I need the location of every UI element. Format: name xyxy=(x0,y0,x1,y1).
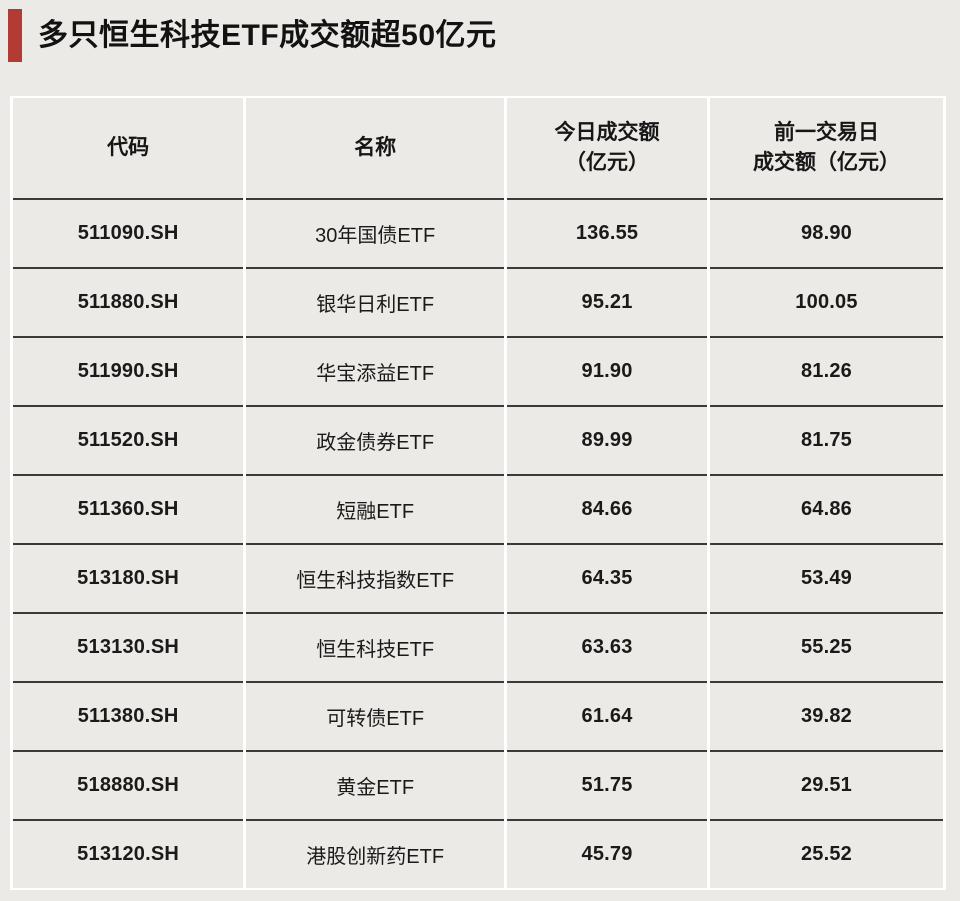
table-row: 511090.SH 30年国债ETF 136.55 98.90 xyxy=(13,198,943,267)
table-row: 513120.SH 港股创新药ETF 45.79 25.52 xyxy=(13,819,943,888)
column-header-today-line1: 今日成交额 xyxy=(554,120,660,144)
cell-today-volume: 136.55 xyxy=(507,198,707,267)
page-title: 多只恒生科技ETF成交额超50亿元 xyxy=(38,18,497,52)
cell-name: 政金债券ETF xyxy=(246,405,505,474)
table-row: 511520.SH 政金债券ETF 89.99 81.75 xyxy=(13,405,943,474)
cell-today-volume: 95.21 xyxy=(507,267,707,336)
cell-today-volume: 63.63 xyxy=(507,612,707,681)
table-row: 513130.SH 恒生科技ETF 63.63 55.25 xyxy=(13,612,943,681)
cell-prev-volume: 81.26 xyxy=(709,336,943,405)
cell-code: 513120.SH xyxy=(13,819,244,888)
cell-prev-volume: 25.52 xyxy=(709,819,943,888)
cell-today-volume: 51.75 xyxy=(507,750,707,819)
cell-today-volume: 45.79 xyxy=(507,819,707,888)
cell-name: 银华日利ETF xyxy=(246,267,505,336)
cell-prev-volume: 64.86 xyxy=(709,474,943,543)
table-row: 518880.SH 黄金ETF 51.75 29.51 xyxy=(13,750,943,819)
cell-today-volume: 91.90 xyxy=(507,336,707,405)
etf-volume-table: 代码 名称 今日成交额 （亿元） 前一交易日 成交额（亿元） 511090.SH… xyxy=(10,98,946,888)
cell-name: 华宝添益ETF xyxy=(246,336,505,405)
table-row: 511990.SH 华宝添益ETF 91.90 81.26 xyxy=(13,336,943,405)
column-header-code-label: 代码 xyxy=(107,135,150,159)
column-header-prev-line2: 成交额（亿元） xyxy=(752,151,900,174)
cell-prev-volume: 53.49 xyxy=(709,543,943,612)
table-header-row: 代码 名称 今日成交额 （亿元） 前一交易日 成交额（亿元） xyxy=(13,98,943,198)
column-header-prev-volume: 前一交易日 成交额（亿元） xyxy=(709,98,943,198)
cell-code: 513130.SH xyxy=(13,612,244,681)
cell-code: 511880.SH xyxy=(13,267,244,336)
cell-prev-volume: 100.05 xyxy=(709,267,943,336)
cell-prev-volume: 55.25 xyxy=(709,612,943,681)
table-row: 513180.SH 恒生科技指数ETF 64.35 53.49 xyxy=(13,543,943,612)
cell-today-volume: 89.99 xyxy=(507,405,707,474)
cell-prev-volume: 29.51 xyxy=(709,750,943,819)
cell-name: 恒生科技ETF xyxy=(246,612,505,681)
column-header-prev-line1: 前一交易日 xyxy=(773,120,879,144)
cell-today-volume: 84.66 xyxy=(507,474,707,543)
cell-prev-volume: 39.82 xyxy=(709,681,943,750)
cell-code: 511090.SH xyxy=(13,198,244,267)
cell-code: 511990.SH xyxy=(13,336,244,405)
cell-name: 30年国债ETF xyxy=(246,198,505,267)
red-accent-bar xyxy=(8,9,22,62)
column-header-code: 代码 xyxy=(13,98,244,198)
etf-volume-table-container: 代码 名称 今日成交额 （亿元） 前一交易日 成交额（亿元） 511090.SH… xyxy=(10,96,946,890)
column-header-today-volume: 今日成交额 （亿元） xyxy=(507,98,707,198)
cell-today-volume: 64.35 xyxy=(507,543,707,612)
column-header-today-line2: （亿元） xyxy=(565,151,650,174)
column-header-name-label: 名称 xyxy=(354,135,397,159)
cell-prev-volume: 81.75 xyxy=(709,405,943,474)
cell-code: 511520.SH xyxy=(13,405,244,474)
cell-code: 511360.SH xyxy=(13,474,244,543)
cell-today-volume: 61.64 xyxy=(507,681,707,750)
cell-name: 可转债ETF xyxy=(246,681,505,750)
cell-prev-volume: 98.90 xyxy=(709,198,943,267)
cell-name: 黄金ETF xyxy=(246,750,505,819)
cell-name: 恒生科技指数ETF xyxy=(246,543,505,612)
cell-code: 511380.SH xyxy=(13,681,244,750)
cell-code: 518880.SH xyxy=(13,750,244,819)
column-header-name: 名称 xyxy=(246,98,505,198)
table-row: 511360.SH 短融ETF 84.66 64.86 xyxy=(13,474,943,543)
cell-name: 港股创新药ETF xyxy=(246,819,505,888)
cell-code: 513180.SH xyxy=(13,543,244,612)
table-row: 511380.SH 可转债ETF 61.64 39.82 xyxy=(13,681,943,750)
cell-name: 短融ETF xyxy=(246,474,505,543)
table-row: 511880.SH 银华日利ETF 95.21 100.05 xyxy=(13,267,943,336)
title-section: 多只恒生科技ETF成交额超50亿元 xyxy=(0,0,960,62)
